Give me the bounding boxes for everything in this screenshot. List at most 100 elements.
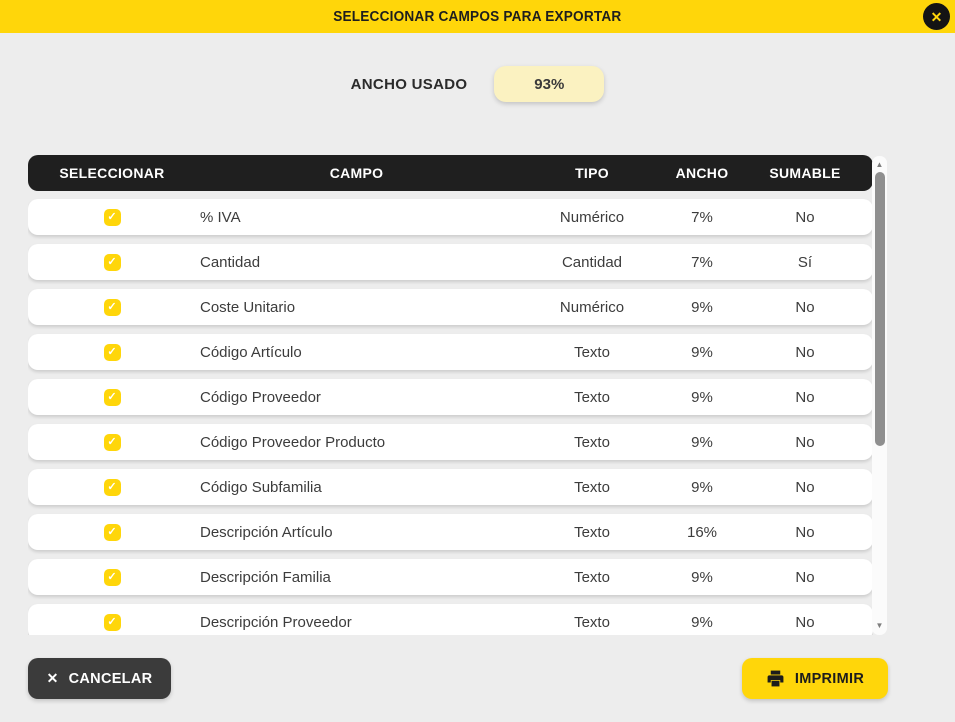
scrollbar-thumb[interactable] [874,172,885,446]
width-used-label: ANCHO USADO [350,75,468,93]
field-sumable: No [795,478,815,496]
field-name: Descripción Proveedor [200,613,352,631]
field-checkbox[interactable]: ✓ [103,298,121,316]
select-cell: ✓ [28,523,196,541]
field-checkbox[interactable]: ✓ [103,613,121,631]
field-type: Texto [574,613,610,631]
table-row: ✓ Código Subfamilia Texto 9% No [28,469,873,505]
select-cell: ✓ [28,568,196,586]
select-cell: ✓ [28,388,196,406]
select-cell: ✓ [28,478,196,496]
field-name: % IVA [200,208,241,226]
checkbox-check-icon: ✓ [107,435,117,448]
checkbox-check-icon: ✓ [107,480,117,493]
column-header-tipo: TIPO [575,165,609,181]
field-width: 9% [691,613,713,631]
field-name: Código Subfamilia [200,478,322,496]
field-sumable: No [795,388,815,406]
select-cell: ✓ [28,343,196,361]
field-name: Cantidad [200,253,261,271]
cancel-button[interactable]: ✕ CANCELAR [28,658,171,699]
table-body: ✓ % IVA Numérico 7% No ✓ Cantidad Cantid… [28,195,873,635]
table-row: ✓ % IVA Numérico 7% No [28,199,873,235]
field-sumable: No [795,613,815,631]
field-type: Numérico [559,208,625,226]
table-row: ✓ Código Artículo Texto 9% No [28,334,873,370]
field-width: 16% [686,523,718,541]
scroll-down-icon[interactable]: ▼ [875,621,884,630]
select-cell: ✓ [28,208,196,226]
field-type: Texto [574,433,610,451]
field-sumable: No [795,433,815,451]
cancel-x-icon: ✕ [46,670,59,686]
field-checkbox[interactable]: ✓ [103,208,121,226]
table-row: ✓ Coste Unitario Numérico 9% No [28,289,873,325]
select-cell: ✓ [28,298,196,316]
select-cell: ✓ [28,433,196,451]
column-header-campo: CAMPO [329,165,384,181]
field-type: Texto [574,523,610,541]
cancel-button-label: CANCELAR [68,670,153,687]
field-name: Coste Unitario [200,298,296,316]
table-viewport: ✓ % IVA Numérico 7% No ✓ Cantidad Cantid… [28,195,873,635]
table-row: ✓ Descripción Proveedor Texto 9% No [28,604,873,635]
field-sumable: No [795,523,815,541]
field-type: Texto [574,568,610,586]
field-checkbox[interactable]: ✓ [103,433,121,451]
field-sumable: No [795,568,815,586]
print-button[interactable]: IMPRIMIR [742,658,888,699]
field-type: Texto [574,478,610,496]
field-name: Código Artículo [200,343,302,361]
field-sumable: No [795,208,815,226]
width-used-value: 93% [494,66,605,102]
field-name: Descripción Artículo [200,523,333,541]
printer-icon [766,669,785,688]
field-checkbox[interactable]: ✓ [103,523,121,541]
checkbox-check-icon: ✓ [107,345,117,358]
field-sumable: No [795,298,815,316]
field-width: 9% [691,298,713,316]
field-width: 9% [691,388,713,406]
field-width: 7% [691,208,713,226]
field-sumable: Sí [797,253,813,271]
field-checkbox[interactable]: ✓ [103,253,121,271]
table-row: ✓ Cantidad Cantidad 7% Sí [28,244,873,280]
scroll-up-icon[interactable]: ▲ [875,160,884,169]
checkbox-check-icon: ✓ [107,525,117,538]
field-name: Código Proveedor Producto [200,433,386,451]
select-cell: ✓ [28,253,196,271]
field-type: Texto [574,388,610,406]
table-row: ✓ Descripción Familia Texto 9% No [28,559,873,595]
column-header-sumable: SUMABLE [769,165,841,181]
select-cell: ✓ [28,613,196,631]
table-row: ✓ Descripción Artículo Texto 16% No [28,514,873,550]
scrollbar[interactable]: ▲ ▼ [872,156,887,635]
checkbox-check-icon: ✓ [107,615,117,628]
column-header-seleccionar: SELECCIONAR [59,165,165,181]
modal-header: SELECCIONAR CAMPOS PARA EXPORTAR ✕ [0,0,955,33]
field-checkbox[interactable]: ✓ [103,568,121,586]
print-button-label: IMPRIMIR [794,670,865,687]
checkbox-check-icon: ✓ [107,300,117,313]
field-width: 7% [691,253,713,271]
column-header-ancho: ANCHO [675,165,729,181]
field-checkbox[interactable]: ✓ [103,478,121,496]
field-checkbox[interactable]: ✓ [103,343,121,361]
close-button[interactable]: ✕ [923,3,950,30]
field-width: 9% [691,568,713,586]
field-width: 9% [691,433,713,451]
modal-title: SELECCIONAR CAMPOS PARA EXPORTAR [333,8,622,25]
close-icon: ✕ [930,8,943,25]
checkbox-check-icon: ✓ [107,210,117,223]
field-width: 9% [691,478,713,496]
table-row: ✓ Código Proveedor Producto Texto 9% No [28,424,873,460]
field-type: Cantidad [561,253,623,271]
field-name: Descripción Familia [200,568,331,586]
field-type: Texto [574,343,610,361]
field-checkbox[interactable]: ✓ [103,388,121,406]
field-type: Numérico [559,298,625,316]
field-sumable: No [795,343,815,361]
field-width: 9% [691,343,713,361]
checkbox-check-icon: ✓ [107,255,117,268]
checkbox-check-icon: ✓ [107,570,117,583]
